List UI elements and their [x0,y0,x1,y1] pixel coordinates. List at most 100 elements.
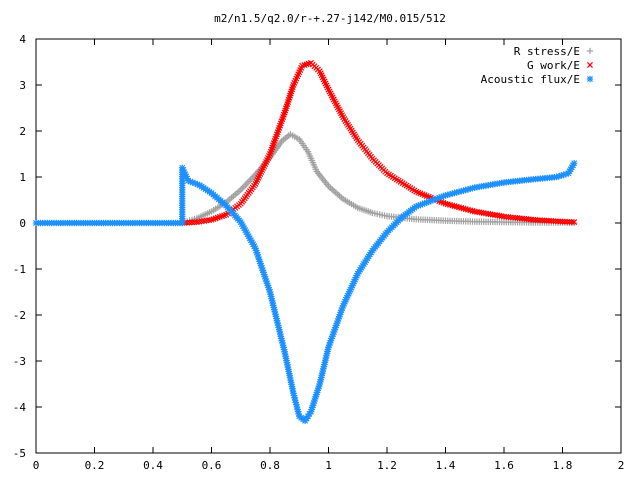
x-tick-label: 1.4 [436,459,456,472]
y-tick-label: -5 [13,447,26,460]
marker-stroke [413,188,420,195]
marker-stroke [325,86,332,93]
marker-stroke [458,204,465,211]
legend-label: G work/E [527,59,580,72]
y-tick-label: 2 [19,125,26,138]
marker-stroke [587,76,593,82]
marker-stroke [440,199,447,206]
x-tick-label: 1.8 [553,459,573,472]
marker-stroke [419,191,426,198]
marker-stroke [474,208,480,215]
marker-stroke [566,218,573,225]
chart-title: m2/n1.5/q2.0/r-+.27-j142/M0.015/512 [214,12,446,25]
y-tick-label: -2 [13,309,26,322]
marker-stroke [447,201,453,208]
marker-stroke [442,200,449,207]
legend-label: Acoustic flux/E [481,73,580,86]
marker-stroke [316,68,323,75]
marker-stroke [489,211,496,218]
marker-stroke [319,74,326,81]
marker-stroke [498,213,505,220]
marker-stroke [330,96,337,103]
marker-stroke [338,110,345,117]
marker-stroke [185,177,192,184]
marker-stroke [462,206,469,213]
marker-stroke [557,218,564,225]
legend-label: R stress/E [514,45,580,58]
marker-stroke [321,78,328,85]
marker-stroke [449,202,456,209]
y-tick-label: 1 [19,171,26,184]
y-tick-label: 3 [19,79,26,92]
marker-stroke [327,90,334,97]
marker-stroke [487,211,494,218]
marker-stroke [492,212,498,218]
marker-stroke [564,218,571,225]
data-point [561,218,568,225]
x-tick-label: 0.6 [202,459,222,472]
x-tick-label: 1 [325,459,332,472]
marker-stroke [456,204,462,211]
data-point [571,219,578,226]
marker-stroke [453,203,460,210]
marker-stroke [496,212,503,219]
marker-stroke [559,218,566,225]
y-tick-label: 4 [19,33,26,46]
x-tick-label: 1.2 [377,459,397,472]
marker-stroke [323,82,330,89]
marker-stroke [187,178,194,185]
marker-stroke [460,205,467,212]
marker-stroke [480,210,487,217]
x-tick-label: 0.4 [143,459,163,472]
marker-stroke [438,198,445,205]
data-point [564,218,571,225]
marker-stroke [587,62,593,68]
marker-stroke [328,92,335,99]
marker-stroke [417,190,424,197]
marker-stroke [331,98,338,105]
marker-stroke [322,80,329,87]
marker-stroke [494,212,501,219]
marker-stroke [324,84,331,91]
marker-stroke [478,209,485,216]
marker-stroke [421,192,428,199]
marker-stroke [444,201,451,208]
marker-stroke [189,179,196,186]
marker-stroke [469,207,476,214]
marker-stroke [320,76,327,83]
marker-stroke [451,203,458,210]
x-tick-label: 0 [33,459,40,472]
marker-stroke [425,193,432,200]
marker-stroke [332,100,339,107]
data-point [559,218,566,225]
marker-stroke [335,106,342,113]
marker-stroke [561,218,568,225]
x-tick-label: 2 [618,459,625,472]
axes: 0 0.2 0.4 0.6 0.8 1 1.2 1.4 1.6 1.8 2 4 3 2 1 0 -1 -2 -3 -4… [13,33,625,472]
x-tick-label: 1.6 [494,459,514,472]
data-point [566,218,573,225]
marker-stroke [334,104,341,111]
series-2 [179,59,578,226]
marker-stroke [571,219,578,226]
marker-stroke [423,193,430,199]
marker-stroke [337,108,343,115]
marker-stroke [471,208,478,215]
marker-stroke [326,88,333,95]
legend-marker [586,47,594,55]
data-marks [32,59,578,424]
y-tick-label: -1 [13,263,26,276]
marker-stroke [467,207,474,214]
marker-stroke [465,206,471,213]
marker-stroke [317,70,324,77]
marker-stroke [571,160,578,167]
data-point [557,218,564,225]
x-tick-label: 0.8 [260,459,280,472]
marker-stroke [485,210,492,217]
legend-marker [587,62,593,68]
marker-stroke [194,181,201,188]
series-3 [32,160,578,424]
